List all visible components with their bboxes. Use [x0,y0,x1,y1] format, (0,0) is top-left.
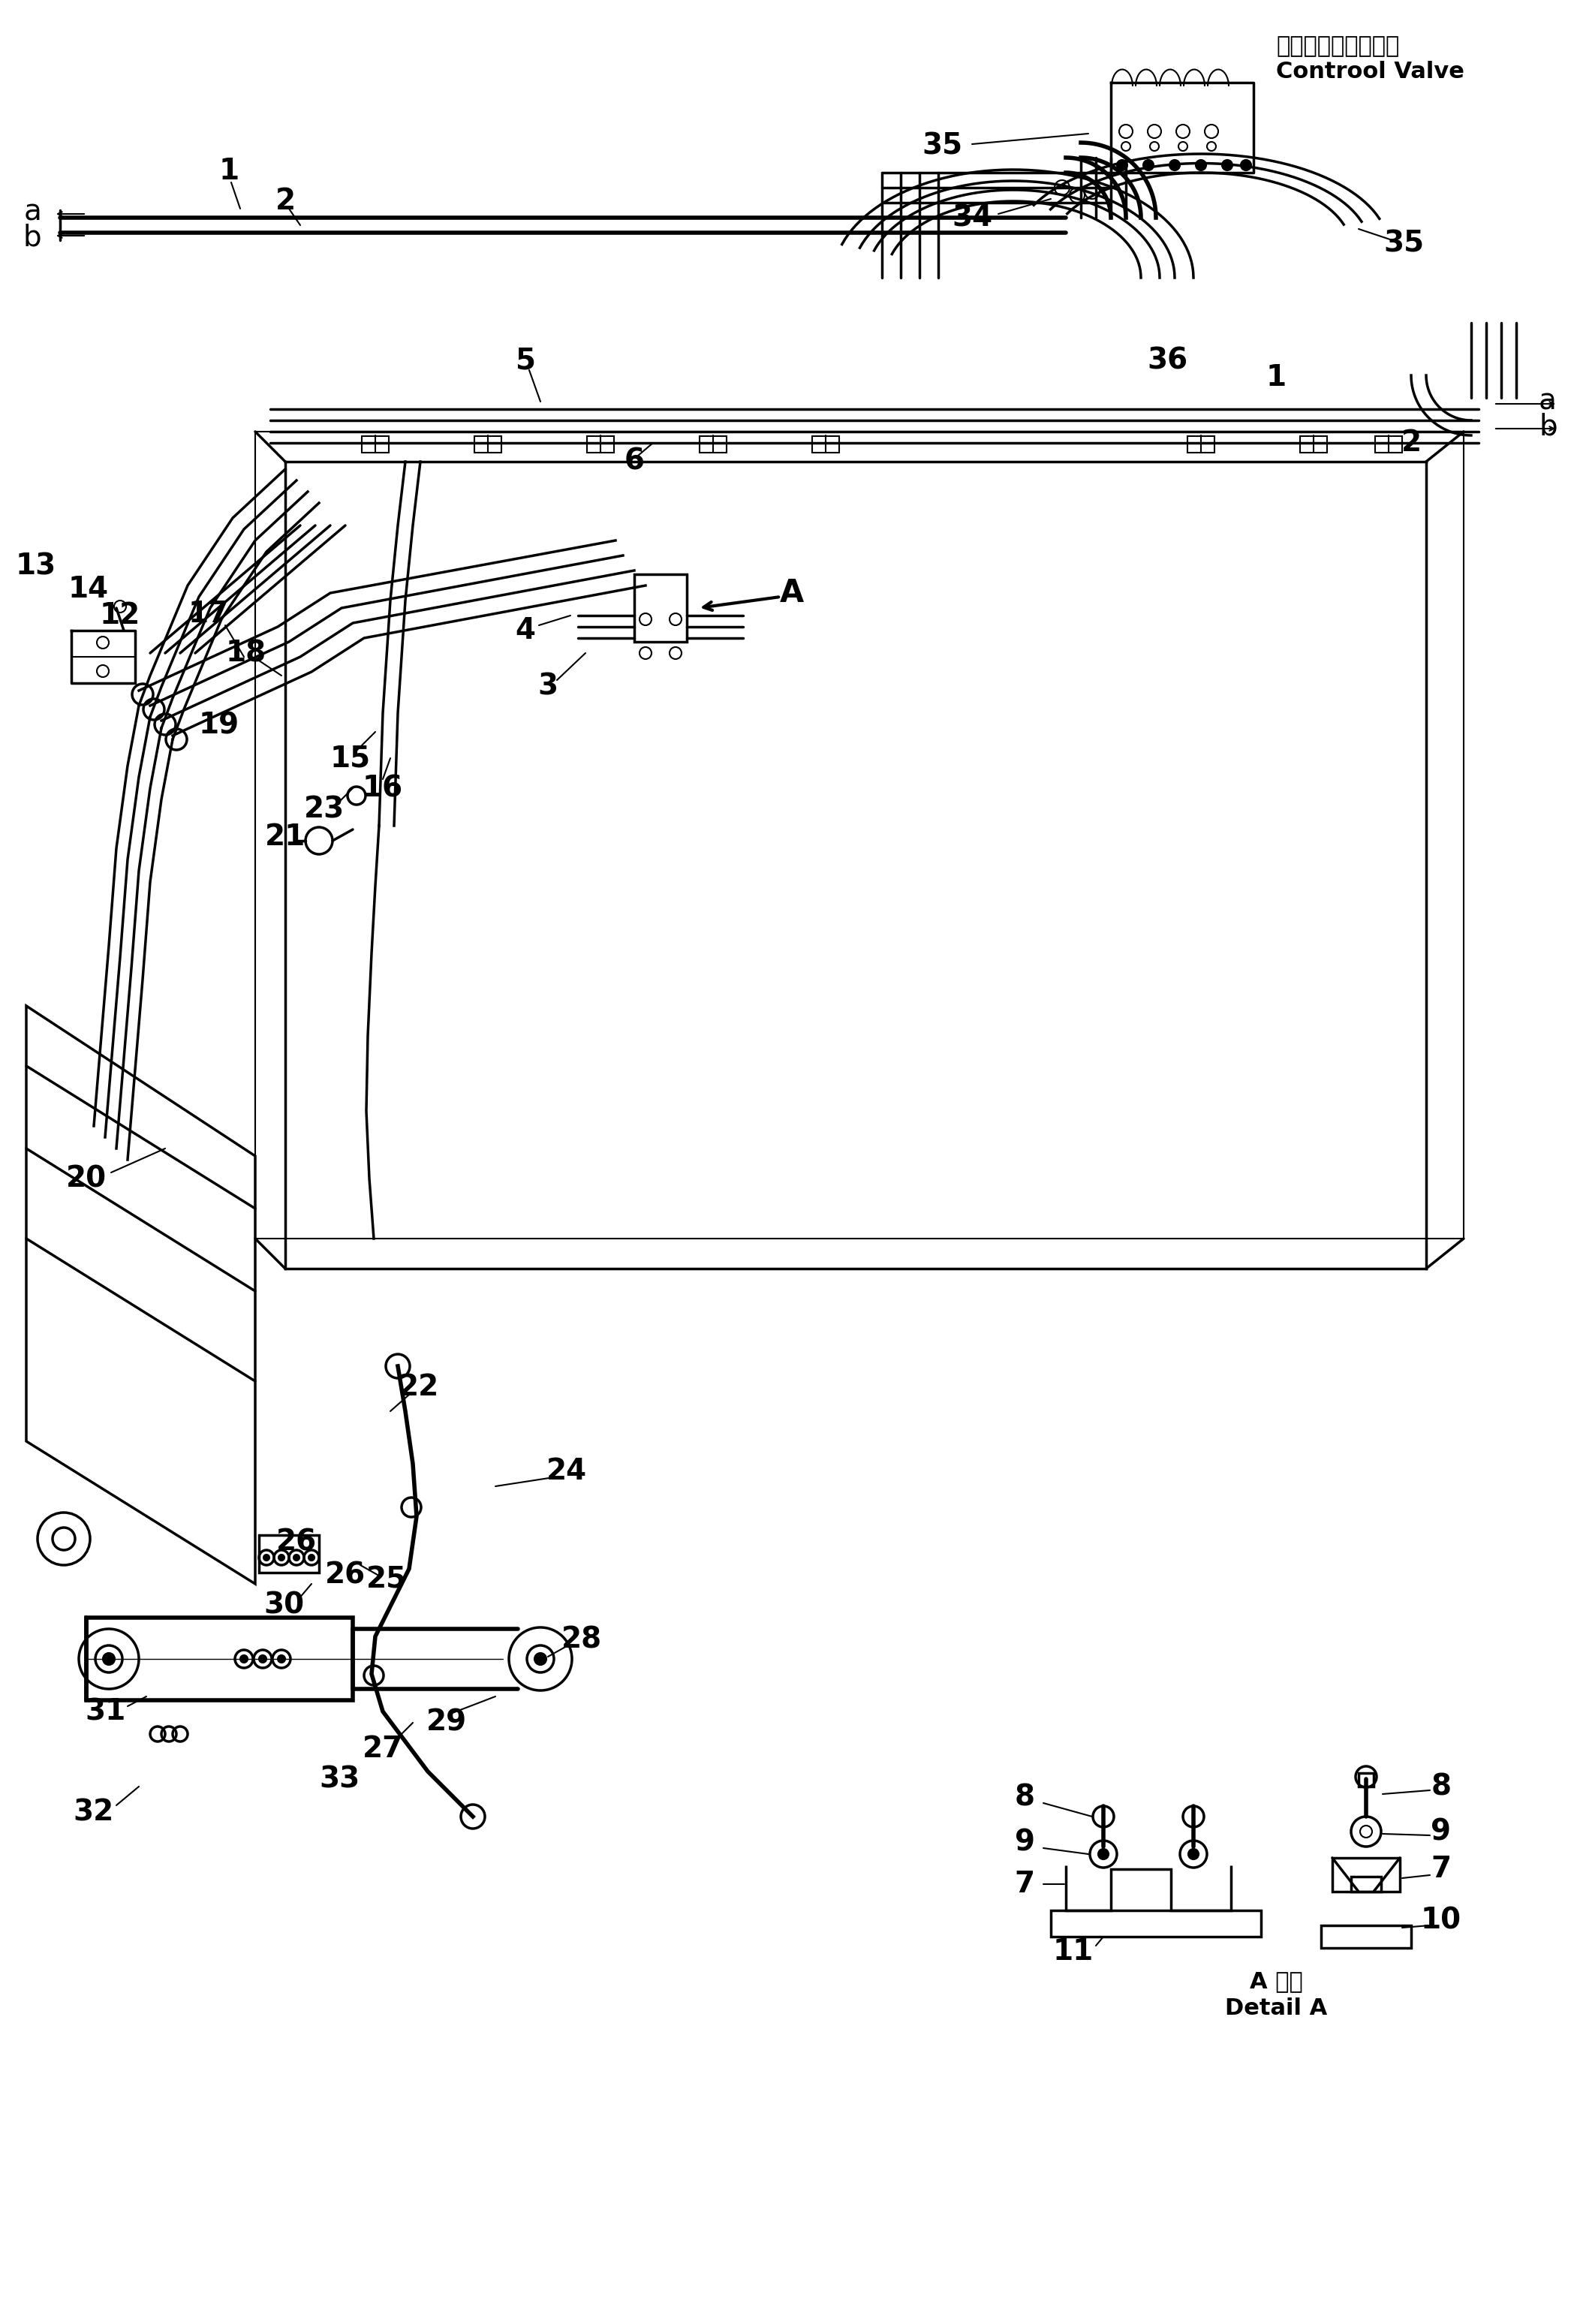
Circle shape [1144,160,1153,170]
Bar [635,574,687,641]
Text: Detail A: Detail A [1225,1996,1327,2020]
Text: 19: 19 [200,711,239,739]
Text: a: a [1538,388,1557,416]
Bar [86,1618,353,1701]
Bar [1375,437,1401,453]
Text: 25: 25 [366,1566,407,1594]
Text: 2: 2 [1401,428,1422,458]
Text: 9: 9 [1431,1817,1452,1845]
Text: 20: 20 [66,1164,107,1192]
Bar [699,437,726,453]
Text: 4: 4 [515,616,536,644]
Circle shape [1196,160,1207,170]
Circle shape [1188,1850,1199,1859]
Text: b: b [24,223,41,251]
Circle shape [1241,160,1251,170]
Text: 36: 36 [1147,346,1188,374]
Text: 10: 10 [1420,1906,1461,1934]
Circle shape [1117,160,1128,170]
Circle shape [278,1655,286,1662]
Text: 17: 17 [189,600,229,627]
Circle shape [1169,160,1180,170]
Bar [812,437,839,453]
Bar [361,437,388,453]
Text: 27: 27 [363,1734,404,1764]
Text: 7: 7 [1015,1871,1035,1899]
Text: 9: 9 [1015,1829,1035,1857]
Text: 30: 30 [264,1590,305,1620]
Bar [588,437,614,453]
Text: 14: 14 [68,574,108,604]
Circle shape [102,1652,115,1664]
Bar [1051,1910,1262,1936]
Circle shape [308,1555,314,1562]
Text: 21: 21 [265,823,306,851]
Circle shape [264,1555,270,1562]
Text: 1: 1 [1266,363,1287,393]
Text: 33: 33 [319,1764,360,1794]
Text: 26: 26 [276,1529,317,1557]
Text: 5: 5 [515,346,536,374]
Bar [1359,1773,1373,1787]
Text: 35: 35 [922,132,963,160]
Circle shape [1098,1850,1109,1859]
Text: 23: 23 [303,795,344,823]
Text: 35: 35 [1384,230,1423,258]
Text: 28: 28 [561,1627,602,1655]
Bar [474,437,501,453]
Text: コントロールバルブ: コントロールバルブ [1276,35,1400,58]
Text: 3: 3 [537,672,558,702]
Text: Controol Valve: Controol Valve [1276,60,1464,81]
Text: 8: 8 [1431,1773,1452,1801]
Text: 8: 8 [1015,1783,1035,1813]
Text: 11: 11 [1053,1938,1093,1966]
Text: 2: 2 [275,186,295,216]
Circle shape [259,1655,267,1662]
Text: 7: 7 [1431,1855,1452,1882]
Bar [1351,1875,1381,1892]
Bar [1321,1924,1411,1948]
Text: 31: 31 [85,1697,126,1727]
Text: 12: 12 [99,602,140,630]
Text: a: a [24,198,41,225]
Bar [259,1536,319,1573]
Text: A: A [779,576,804,609]
Text: 29: 29 [426,1708,467,1736]
Text: b: b [1538,411,1557,442]
Text: 22: 22 [399,1373,440,1401]
Text: 24: 24 [547,1457,588,1485]
Text: 26: 26 [325,1562,366,1590]
Circle shape [1222,160,1233,170]
Text: 18: 18 [226,639,267,667]
Circle shape [240,1655,248,1662]
Text: 13: 13 [16,553,57,581]
Bar [1301,437,1327,453]
Bar [1188,437,1214,453]
Text: 1: 1 [218,158,239,186]
Text: 6: 6 [624,449,644,476]
Text: 16: 16 [363,774,404,802]
Bar [1332,1857,1400,1892]
Text: 32: 32 [74,1799,115,1827]
Text: 15: 15 [330,744,371,772]
Text: A 詳細: A 詳細 [1249,1971,1302,1992]
Circle shape [278,1555,284,1562]
Circle shape [534,1652,547,1664]
Circle shape [294,1555,300,1562]
Text: 34: 34 [952,205,993,232]
